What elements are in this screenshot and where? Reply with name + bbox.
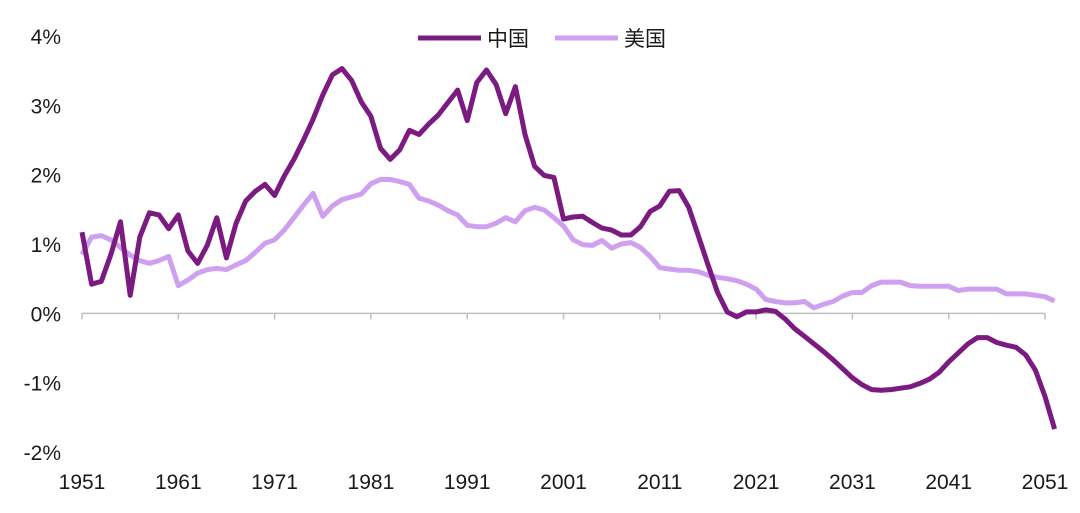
x-tick-label: 2011	[637, 471, 682, 494]
y-tick-label: 0%	[31, 303, 61, 326]
x-tick-label: 1961	[155, 471, 202, 494]
legend-item-1: 美国	[555, 28, 666, 51]
x-tick-label: 2001	[540, 471, 587, 494]
series-line-0	[79, 66, 1057, 430]
y-tick-label: 4%	[31, 26, 61, 49]
x-tick-label: 1951	[59, 471, 106, 494]
x-tick-label: 2021	[733, 471, 780, 494]
x-tick-label: 2041	[925, 471, 972, 494]
y-tick-label: -1%	[24, 373, 61, 396]
legend-label: 中国	[487, 28, 529, 51]
x-tick-label: 1991	[444, 471, 491, 494]
x-tick-label: 2031	[829, 471, 876, 494]
legend-label: 美国	[624, 28, 666, 51]
series-line-1	[79, 177, 1056, 311]
legend-item-0: 中国	[418, 28, 529, 51]
y-tick-label: 2%	[31, 165, 61, 188]
y-tick-label: 1%	[31, 234, 61, 257]
x-tick-label: 1981	[348, 471, 395, 494]
x-tick-label: 2051	[1022, 471, 1069, 494]
y-tick-label: 3%	[31, 95, 61, 118]
x-tick-label: 1971	[251, 471, 298, 494]
y-tick-label: -2%	[24, 442, 61, 465]
